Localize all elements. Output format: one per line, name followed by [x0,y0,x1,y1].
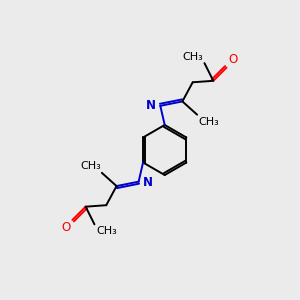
Text: CH₃: CH₃ [80,161,101,171]
Text: O: O [228,53,237,66]
Text: N: N [146,99,156,112]
Text: CH₃: CH₃ [198,117,219,127]
Text: CH₃: CH₃ [96,226,117,236]
Text: CH₃: CH₃ [182,52,203,62]
Text: N: N [143,176,153,189]
Text: O: O [62,221,71,234]
